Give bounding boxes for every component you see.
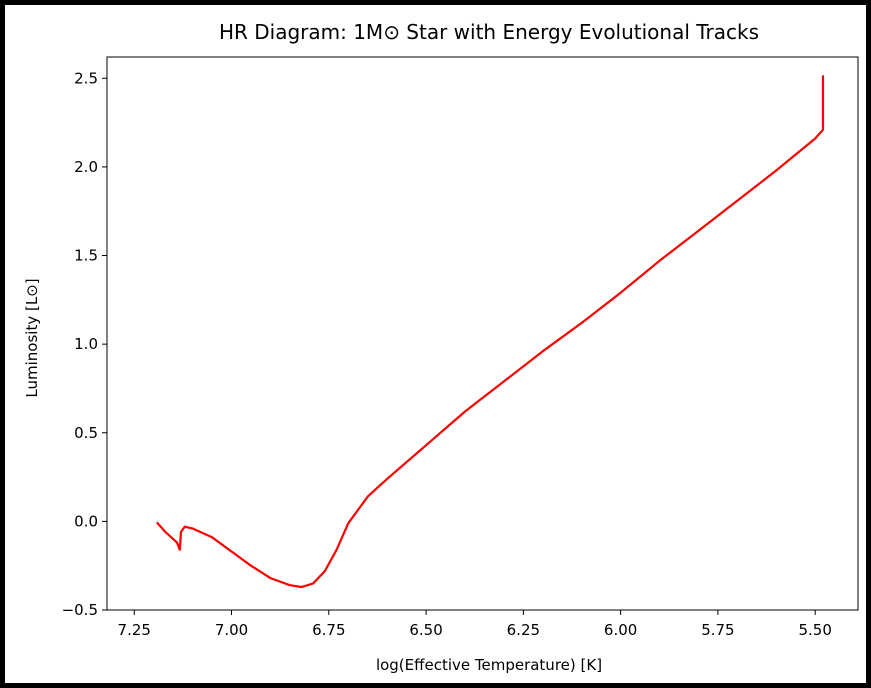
plot-area-frame bbox=[106, 56, 859, 611]
x-tick-label: 7.00 bbox=[215, 621, 248, 639]
x-tick-label: 7.25 bbox=[118, 621, 151, 639]
y-tick-label: 0.5 bbox=[74, 424, 98, 442]
y-tick-label: 1.0 bbox=[74, 335, 98, 353]
y-axis-label: Luminosity [L⊙] bbox=[23, 278, 41, 397]
hr-diagram-chart: HR Diagram: 1M⊙ Star with Energy Evoluti… bbox=[23, 20, 859, 674]
y-tick-label: 0.0 bbox=[74, 512, 98, 530]
axis-ticks: 7.25 7.00 6.75 6.50 6.25 6.00 5.75 5.50 −0.5 0.0 0… bbox=[62, 69, 832, 639]
y-tick-label: −0.5 bbox=[62, 601, 98, 619]
x-tick-label: 6.50 bbox=[409, 621, 442, 639]
chart-figure: HR Diagram: 1M⊙ Star with Energy Evoluti… bbox=[5, 5, 866, 683]
x-tick-label: 6.75 bbox=[312, 621, 345, 639]
x-tick-label: 6.25 bbox=[507, 621, 540, 639]
y-tick-label: 2.5 bbox=[74, 69, 98, 87]
y-tick-label: 1.5 bbox=[74, 247, 98, 265]
x-tick-label: 6.00 bbox=[604, 621, 637, 639]
x-tick-label: 5.50 bbox=[798, 621, 831, 639]
series-layer bbox=[156, 75, 825, 589]
x-tick-label: 5.75 bbox=[701, 621, 734, 639]
x-axis-label: log(Effective Temperature) [K] bbox=[376, 656, 602, 674]
y-tick-label: 2.0 bbox=[74, 158, 98, 176]
evolution-track-line bbox=[156, 75, 825, 589]
chart-title: HR Diagram: 1M⊙ Star with Energy Evoluti… bbox=[219, 20, 759, 44]
